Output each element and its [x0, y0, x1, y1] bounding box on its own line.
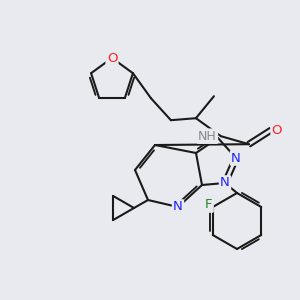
Text: F: F	[205, 199, 212, 212]
Text: N: N	[220, 176, 230, 190]
Text: N: N	[231, 152, 241, 164]
Text: NH: NH	[198, 130, 217, 143]
Text: O: O	[107, 52, 117, 64]
Text: O: O	[272, 124, 282, 137]
Text: N: N	[173, 200, 183, 214]
